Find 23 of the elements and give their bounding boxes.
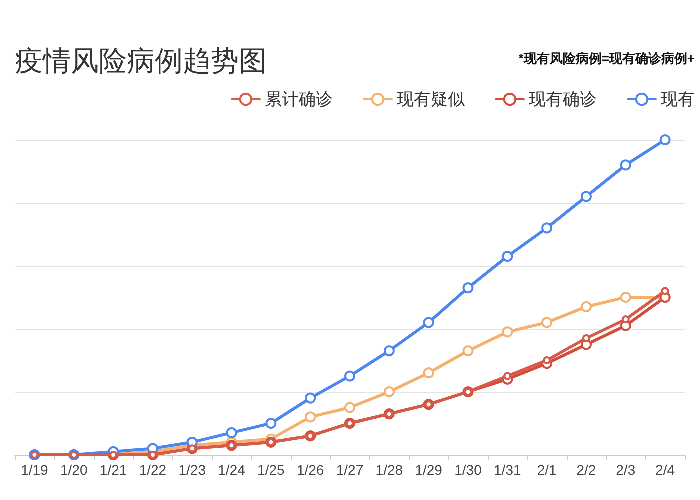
x-tick-label: 1/24 [218,462,246,478]
x-tick-label: 1/30 [454,462,482,478]
x-tick-label: 2/2 [576,462,596,478]
x-tick-label: 1/27 [336,462,364,478]
x-tick-label: 1/22 [139,462,167,478]
x-tick-label: 1/31 [494,462,522,478]
x-tick-label: 1/29 [415,462,443,478]
legend-label: 现有确诊 [529,90,597,109]
x-tick-label: 1/19 [21,462,49,478]
x-tick-label: 2/1 [537,462,557,478]
x-tick-label: 1/23 [178,462,206,478]
x-tick-label: 1/25 [258,462,286,478]
x-tick-label: 1/20 [60,462,88,478]
chart-title: 疫情风险病例趋势图 [15,44,267,78]
text: *现有风险病例=现有确诊病例+ [518,51,696,66]
x-tick-label: 1/21 [100,462,128,478]
x-tick-label: 2/3 [616,462,636,478]
x-tick-label: 2/4 [656,462,676,478]
x-tick-label: 1/28 [376,462,404,478]
x-tick-label: 1/26 [296,462,324,478]
legend-label: 现有疑似 [397,90,465,109]
legend-label: 现有 [661,90,695,109]
legend-label: 累计确诊 [265,90,333,109]
